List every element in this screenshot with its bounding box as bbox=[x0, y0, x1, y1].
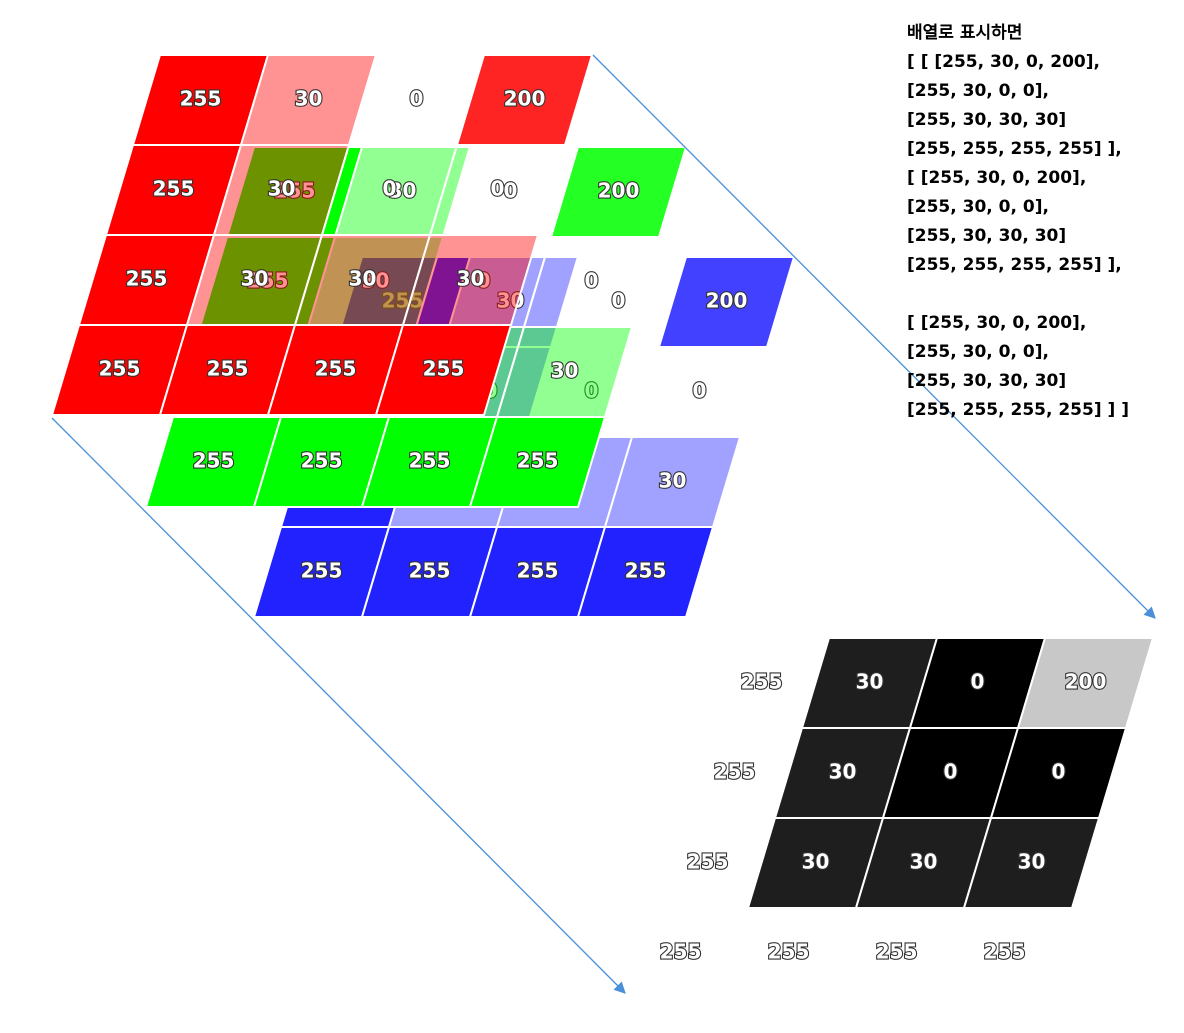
cell-value: 255 bbox=[687, 850, 729, 874]
cell-value: 255 bbox=[382, 289, 424, 313]
cell-value: 255 bbox=[984, 940, 1026, 964]
grayscale-grid: 255 30 0 200 255 30 0 0 255 30 30 30 255 255 255 255 bbox=[611, 637, 1155, 999]
cell-value: 0 bbox=[585, 379, 599, 403]
cell-value: 255 bbox=[876, 940, 918, 964]
array-line: [255, 30, 0, 0], bbox=[907, 342, 1049, 362]
cell-value: 255 bbox=[625, 559, 667, 583]
cell-value: 30 bbox=[389, 179, 417, 203]
array-line: [255, 255, 255, 255] ], bbox=[907, 255, 1122, 275]
cell-value: 0 bbox=[612, 289, 626, 313]
array-line: [255, 30, 0, 0], bbox=[907, 81, 1049, 101]
array-line: [ [255, 30, 0, 200], bbox=[907, 313, 1086, 333]
cell-value: 30 bbox=[241, 267, 269, 291]
cell-value: 255 bbox=[315, 357, 357, 381]
cell-value: 200 bbox=[1065, 670, 1107, 694]
cell-value: 0 bbox=[477, 269, 491, 293]
cell-value: 255 bbox=[301, 449, 343, 473]
cell-value: 255 bbox=[99, 357, 141, 381]
cell-value: 255 bbox=[193, 449, 235, 473]
cell-value: 255 bbox=[409, 559, 451, 583]
cell bbox=[576, 526, 715, 618]
array-text: 배열로 표시하면 [ [ [255, 30, 0, 200], [255, 30, … bbox=[907, 23, 1129, 420]
cell-value: 255 bbox=[714, 760, 756, 784]
cell-value: 255 bbox=[423, 357, 465, 381]
cell-value: 255 bbox=[247, 269, 289, 293]
cell-value: 0 bbox=[410, 87, 424, 111]
cell-value: 30 bbox=[1018, 850, 1046, 874]
cell-value: 0 bbox=[1052, 760, 1066, 784]
array-line: [255, 255, 255, 255] ], bbox=[907, 139, 1122, 159]
array-line: [255, 30, 30, 30] bbox=[907, 371, 1066, 391]
cell bbox=[374, 324, 513, 416]
cell bbox=[935, 907, 1074, 999]
cell-value: 200 bbox=[706, 289, 748, 313]
cell-value: 255 bbox=[274, 179, 316, 203]
cell-value: 30 bbox=[551, 359, 579, 383]
cell-value: 255 bbox=[126, 267, 168, 291]
cell-value: 255 bbox=[153, 177, 195, 201]
cell-value: 0 bbox=[944, 760, 958, 784]
cell-value: 30 bbox=[457, 267, 485, 291]
cell-value: 200 bbox=[598, 179, 640, 203]
cell-value: 30 bbox=[856, 670, 884, 694]
cell-value: 255 bbox=[741, 670, 783, 694]
cell-value: 255 bbox=[180, 87, 222, 111]
array-line: 배열로 표시하면 bbox=[907, 23, 1022, 43]
array-line: [255, 30, 30, 30] bbox=[907, 226, 1066, 246]
cell-value: 255 bbox=[768, 940, 810, 964]
cell-value: 0 bbox=[585, 269, 599, 293]
cell-value: 30 bbox=[659, 469, 687, 493]
arrow bbox=[51, 417, 626, 994]
cell-value: 0 bbox=[383, 177, 397, 201]
cell-value: 30 bbox=[349, 267, 377, 291]
cell bbox=[468, 416, 607, 508]
layers: 2553002002553000255303030255255255255255… bbox=[50, 54, 796, 618]
cell-value: 0 bbox=[693, 379, 707, 403]
array-line: [ [255, 30, 0, 200], bbox=[907, 168, 1086, 188]
cell-value: 0 bbox=[504, 179, 518, 203]
array-line: [255, 255, 255, 255] ] ] bbox=[907, 400, 1129, 420]
cell-value: 0 bbox=[971, 670, 985, 694]
cell-value: 255 bbox=[409, 449, 451, 473]
cell-value: 255 bbox=[517, 559, 559, 583]
cell-value: 30 bbox=[268, 177, 296, 201]
cell-value: 200 bbox=[504, 87, 546, 111]
array-line: [255, 30, 0, 0], bbox=[907, 197, 1049, 217]
cell-value: 30 bbox=[910, 850, 938, 874]
cell-value: 0 bbox=[491, 177, 505, 201]
cell-value: 30 bbox=[829, 760, 857, 784]
cell-value: 255 bbox=[517, 449, 559, 473]
cell-value: 255 bbox=[207, 357, 249, 381]
cell-value: 30 bbox=[362, 269, 390, 293]
array-line: [255, 30, 30, 30] bbox=[907, 110, 1066, 130]
array-line: [ [ [255, 30, 0, 200], bbox=[907, 52, 1100, 72]
cell-value: 30 bbox=[802, 850, 830, 874]
cell-value: 255 bbox=[660, 940, 702, 964]
arrow bbox=[592, 54, 1156, 619]
cell-value: 30 bbox=[295, 87, 323, 111]
cell-value: 255 bbox=[301, 559, 343, 583]
